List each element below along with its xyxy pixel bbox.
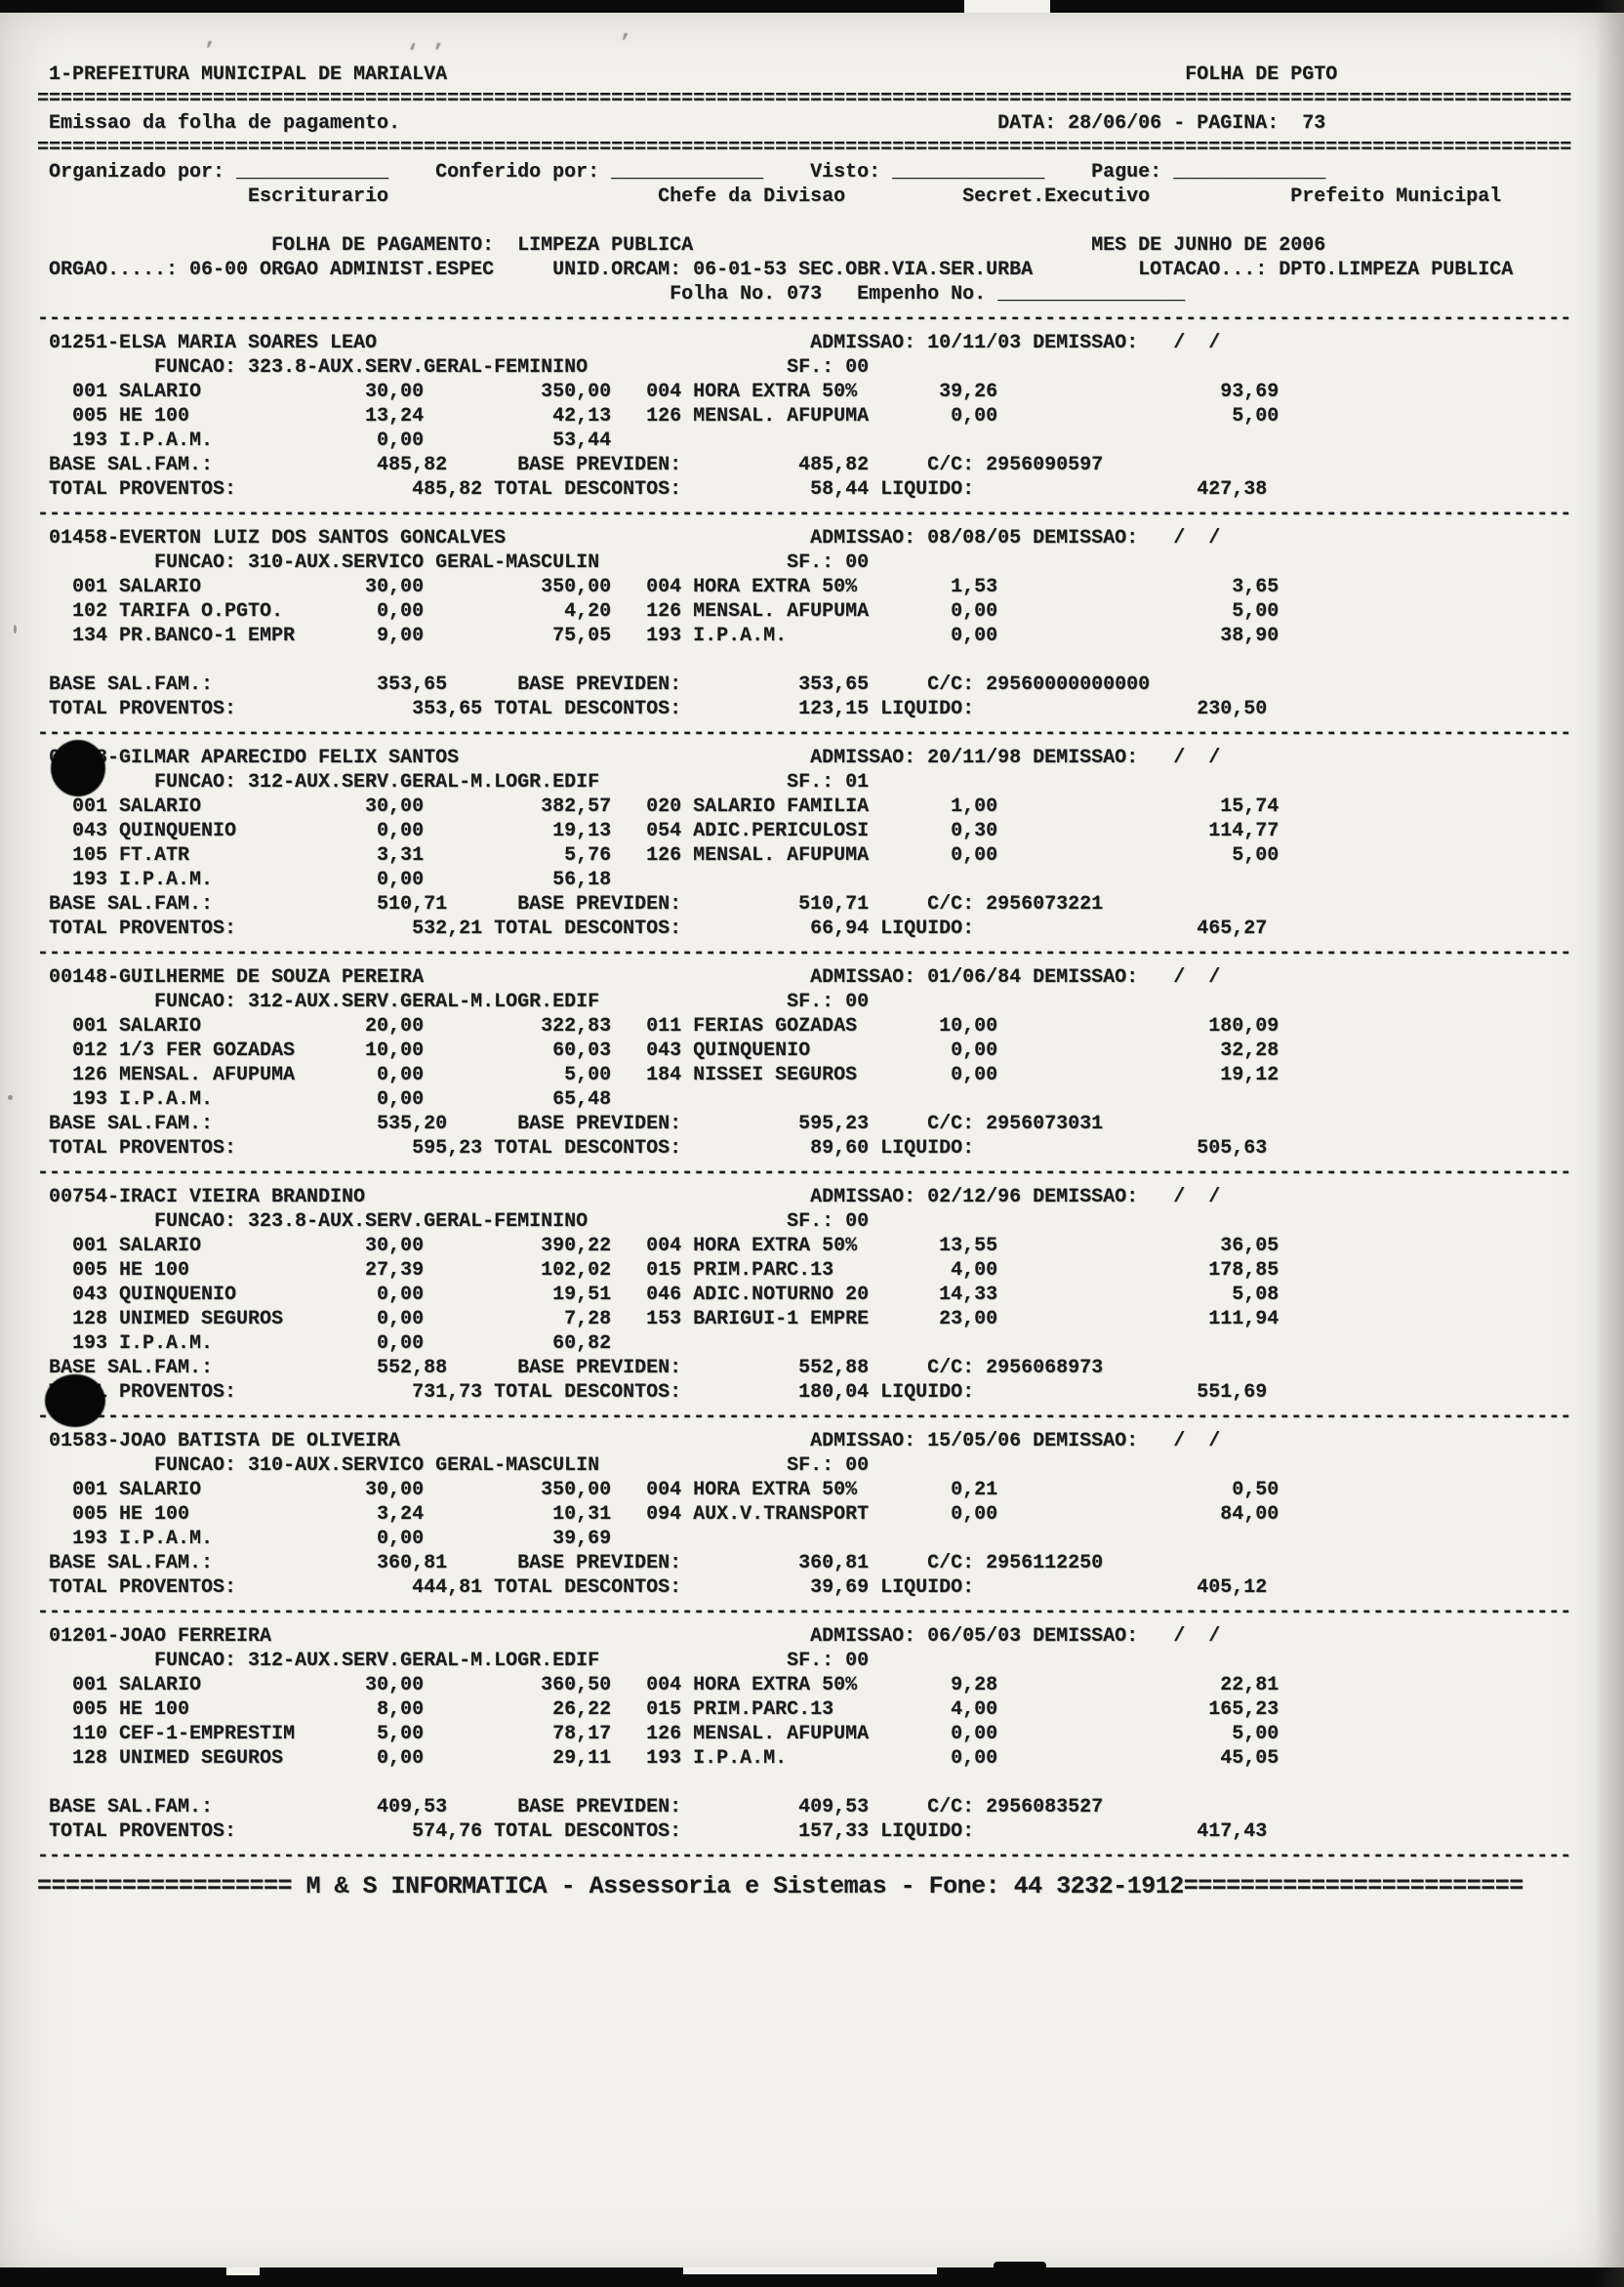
dashed-line: ----------------------------------------… [37,722,1572,745]
scan-speck-2 [14,625,17,633]
funcao-line: FUNCAO: 323.8-AUX.SERV.GERAL-FEMININO SF… [37,356,870,379]
base-line: BASE SAL.FAM.: 510,71 BASE PREVIDEN: 510… [37,893,1104,916]
base-line: BASE SAL.FAM.: 353,65 BASE PREVIDEN: 353… [37,674,1151,696]
dashed-line: ----------------------------------------… [37,307,1572,330]
pay-item-line: 001 SALARIO 30,00 390,22 004 HORA EXTRA … [37,1235,1279,1257]
employee-header-line: 00754-IRACI VIEIRA BRANDINO ADMISSAO: 02… [37,1186,1221,1208]
pay-item-line: 001 SALARIO 30,00 350,00 004 HORA EXTRA … [37,381,1279,403]
pay-item-line: 193 I.P.A.M. 0,00 60,82 [37,1332,612,1355]
pay-item-line: 005 HE 100 27,39 102,02 015 PRIM.PARC.13… [37,1259,1279,1282]
ink-blob-employee-number [51,740,105,796]
pay-item-line: 005 HE 100 3,24 10,31 094 AUX.V.TRANSPOR… [37,1503,1279,1526]
totals-line: TOTAL PROVENTOS: 595,23 TOTAL DESCONTOS:… [37,1137,1268,1160]
blank-line [37,648,1571,673]
scan-artifact-top-gap [964,0,1050,13]
pencil-mark-1: ’ [203,39,217,63]
pay-item-line: 102 TARIFA O.PGTO. 0,00 4,20 126 MENSAL.… [37,600,1279,623]
orgao-line: ORGAO.....: 06-00 ORGAO ADMINIST.ESPEC U… [37,259,1514,281]
pay-item-line: 105 FT.ATR 3,31 5,76 126 MENSAL. AFUPUMA… [37,844,1279,867]
pencil-mark-3: ’ [619,31,632,56]
pay-item-line: 001 SALARIO 30,00 382,57 020 SALARIO FAM… [37,796,1279,818]
scan-artifact-bottom-bar [0,2267,1624,2287]
employee-header-line: 01528-GILMAR APARECIDO FELIX SANTOS ADMI… [37,747,1221,769]
base-line: BASE SAL.FAM.: 360,81 BASE PREVIDEN: 360… [37,1552,1104,1574]
header-title-line: 1-PREFEITURA MUNICIPAL DE MARIALVA FOLHA… [37,63,1338,86]
employee-header-line: 01458-EVERTON LUIZ DOS SANTOS GONCALVES … [37,527,1221,550]
signature-roles-line: Escriturario Chefe da Divisao Secret.Exe… [37,185,1502,208]
funcao-line: FUNCAO: 310-AUX.SERVICO GERAL-MASCULIN S… [37,1454,870,1477]
separator-line: ========================================… [37,137,1572,159]
blank-line [37,1771,1571,1795]
totals-line: TOTAL PROVENTOS: 574,76 TOTAL DESCONTOS:… [37,1820,1268,1843]
pay-item-line: 005 HE 100 13,24 42,13 126 MENSAL. AFUPU… [37,405,1279,428]
pay-item-line: 001 SALARIO 30,00 360,50 004 HORA EXTRA … [37,1674,1279,1696]
pay-item-line: 005 HE 100 8,00 26,22 015 PRIM.PARC.13 4… [37,1698,1279,1721]
employee-header-line: 00148-GUILHERME DE SOUZA PEREIRA ADMISSA… [37,966,1221,989]
dashed-line: ----------------------------------------… [37,503,1572,525]
document-text: 1-PREFEITURA MUNICIPAL DE MARIALVA FOLHA… [37,62,1571,1905]
employee-header-line: 01201-JOAO FERREIRA ADMISSAO: 06/05/03 D… [37,1625,1221,1648]
employee-header-line: 01583-JOAO BATISTA DE OLIVEIRA ADMISSAO:… [37,1430,1221,1452]
pay-item-line: 128 UNIMED SEGUROS 0,00 7,28 153 BARIGUI… [37,1308,1279,1330]
dashed-line: ----------------------------------------… [37,942,1572,964]
pay-item-line: 043 QUINQUENIO 0,00 19,51 046 ADIC.NOTUR… [37,1284,1279,1306]
funcao-line: FUNCAO: 310-AUX.SERVICO GERAL-MASCULIN S… [37,551,870,574]
separator-line: ========================================… [37,88,1572,110]
pay-item-line: 128 UNIMED SEGUROS 0,00 29,11 193 I.P.A.… [37,1747,1279,1770]
scan-artifact-bottom-gap [226,2267,260,2275]
pencil-mark-2: ‘ ’ [406,41,445,65]
base-line: BASE SAL.FAM.: 535,20 BASE PREVIDEN: 595… [37,1113,1104,1135]
scan-speck-1 [8,1095,13,1100]
base-line: BASE SAL.FAM.: 552,88 BASE PREVIDEN: 552… [37,1357,1104,1379]
employee-header-line: 01251-ELSA MARIA SOARES LEAO ADMISSAO: 1… [37,332,1221,354]
funcao-line: FUNCAO: 323.8-AUX.SERV.GERAL-FEMININO SF… [37,1210,870,1233]
pay-item-line: 110 CEF-1-EMPRESTIM 5,00 78,17 126 MENSA… [37,1723,1279,1745]
dashed-line: ----------------------------------------… [37,1845,1572,1867]
pay-item-line: 193 I.P.A.M. 0,00 65,48 [37,1088,612,1111]
totals-line: TOTAL PROVENTOS: 485,82 TOTAL DESCONTOS:… [37,478,1268,501]
pay-item-line: 193 I.P.A.M. 0,00 53,44 [37,429,612,452]
dashed-line: ----------------------------------------… [37,1601,1572,1623]
totals-line: TOTAL PROVENTOS: 532,21 TOTAL DESCONTOS:… [37,918,1268,940]
emission-line: Emissao da folha de pagamento. DATA: 28/… [37,112,1326,135]
folha-no-line: Folha No. 073 Empenho No. ______________… [37,283,1186,306]
scan-artifact-bottom-gap2 [683,2267,937,2274]
scan-artifact-top-bar [0,0,1624,13]
pay-item-line: 134 PR.BANCO-1 EMPR 9,00 75,05 193 I.P.A… [37,625,1279,647]
totals-line: TOTAL PROVENTOS: 353,65 TOTAL DESCONTOS:… [37,698,1268,720]
dashed-line: ----------------------------------------… [37,1162,1572,1184]
pay-item-line: 012 1/3 FER GOZADAS 10,00 60,03 043 QUIN… [37,1040,1279,1062]
funcao-line: FUNCAO: 312-AUX.SERV.GERAL-M.LOGR.EDIF S… [37,991,870,1013]
dashed-line: ----------------------------------------… [37,1406,1572,1428]
signature-line: Organizado por: _____________ Conferido … [37,161,1326,184]
funcao-line: FUNCAO: 312-AUX.SERV.GERAL-M.LOGR.EDIF S… [37,1650,870,1672]
scan-edge-shade [1595,0,1624,2287]
base-line: BASE SAL.FAM.: 409,53 BASE PREVIDEN: 409… [37,1796,1104,1818]
pay-item-line: 193 I.P.A.M. 0,00 56,18 [37,869,612,891]
blank-line [37,209,1571,233]
scan-artifact-bottom-hump [994,2262,1046,2269]
payroll-title-line: FOLHA DE PAGAMENTO: LIMPEZA PUBLICA MES … [37,234,1326,257]
footer-line: ================== M & S INFORMATICA - A… [37,1872,1523,1900]
pay-item-line: 001 SALARIO 30,00 350,00 004 HORA EXTRA … [37,576,1279,598]
base-line: BASE SAL.FAM.: 485,82 BASE PREVIDEN: 485… [37,454,1104,476]
totals-line: TOTAL PROVENTOS: 731,73 TOTAL DESCONTOS:… [37,1381,1268,1404]
pay-item-line: 043 QUINQUENIO 0,00 19,13 054 ADIC.PERIC… [37,820,1279,842]
funcao-line: FUNCAO: 312-AUX.SERV.GERAL-M.LOGR.EDIF S… [37,771,870,794]
pay-item-line: 001 SALARIO 20,00 322,83 011 FERIAS GOZA… [37,1015,1279,1038]
totals-line: TOTAL PROVENTOS: 444,81 TOTAL DESCONTOS:… [37,1576,1268,1599]
pay-item-line: 126 MENSAL. AFUPUMA 0,00 5,00 184 NISSEI… [37,1064,1279,1086]
ink-blob-total-line [45,1374,105,1427]
pay-item-line: 001 SALARIO 30,00 350,00 004 HORA EXTRA … [37,1479,1279,1501]
pay-item-line: 193 I.P.A.M. 0,00 39,69 [37,1528,612,1550]
